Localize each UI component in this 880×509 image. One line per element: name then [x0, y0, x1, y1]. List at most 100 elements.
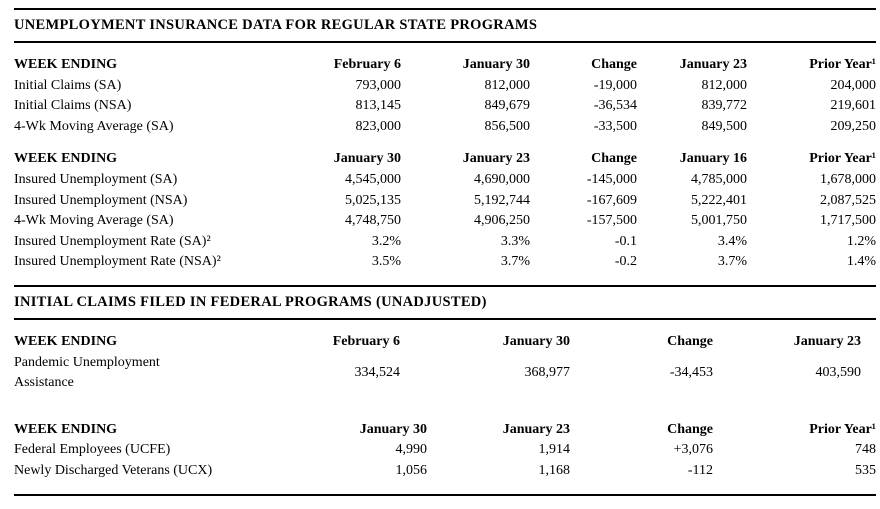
column-header-date: January 30	[359, 421, 427, 437]
data-cell: 334,524	[354, 364, 401, 380]
data-cell: +3,076	[673, 442, 713, 458]
data-cell: 3.7%	[717, 254, 747, 270]
data-cell: 4,785,000	[691, 171, 747, 187]
data-cell: 204,000	[830, 77, 877, 93]
column-header-prior-year: Prior Year¹	[809, 151, 876, 167]
horizontal-rule	[14, 8, 876, 10]
row-label: Pandemic Unemployment Assistance	[14, 354, 160, 391]
data-cell: -0.1	[614, 233, 637, 249]
column-header-date: January 23	[502, 421, 570, 437]
data-cell: -112	[687, 462, 713, 478]
column-header-date: January 30	[333, 151, 401, 167]
data-cell: 1,914	[538, 442, 571, 458]
data-cell: 823,000	[355, 118, 402, 134]
table-row: 4-Wk Moving Average (SA) 823,000 856,500…	[14, 117, 876, 138]
data-cell: 3.7%	[500, 254, 530, 270]
data-cell: 849,500	[701, 118, 748, 134]
data-cell: 849,679	[484, 98, 531, 114]
column-header-date: January 23	[793, 333, 861, 349]
data-cell: 5,192,744	[474, 192, 530, 208]
horizontal-rule	[14, 41, 876, 43]
data-cell: 1.4%	[846, 254, 876, 270]
data-cell: 4,748,750	[345, 213, 401, 229]
header-row: WEEK ENDING January 30 January 23 Change…	[14, 420, 876, 441]
data-cell: 1.2%	[846, 233, 876, 249]
table-federal-employees-veterans: WEEK ENDING January 30 January 23 Change…	[14, 420, 876, 482]
header-row: WEEK ENDING February 6 January 30 Change…	[14, 332, 861, 353]
table-row: Insured Unemployment Rate (NSA)² 3.5% 3.…	[14, 252, 876, 273]
data-cell: 4,906,250	[474, 213, 530, 229]
header-row: WEEK ENDING January 30 January 23 Change…	[14, 149, 876, 170]
data-cell: -34,453	[669, 364, 713, 380]
row-label: Initial Claims (NSA)	[14, 98, 132, 114]
data-cell: -36,534	[593, 98, 637, 114]
data-cell: 368,977	[524, 364, 571, 380]
table-row: 4-Wk Moving Average (SA) 4,748,750 4,906…	[14, 211, 876, 232]
data-cell: 839,772	[701, 98, 748, 114]
table-row: Pandemic Unemployment Assistance 334,524…	[14, 353, 861, 394]
table-row: Insured Unemployment Rate (SA)² 3.2% 3.3…	[14, 232, 876, 253]
data-cell: 403,590	[815, 364, 862, 380]
data-cell: -145,000	[586, 171, 637, 187]
column-header-week-ending: WEEK ENDING	[14, 421, 118, 437]
data-cell: 812,000	[484, 77, 531, 93]
column-header-prior-year: Prior Year¹	[809, 421, 876, 437]
table-row: Initial Claims (SA) 793,000 812,000 -19,…	[14, 76, 876, 97]
row-label: Insured Unemployment Rate (SA)²	[14, 233, 211, 249]
column-header-date: February 6	[332, 333, 400, 349]
table-state-initial-claims: WEEK ENDING February 6 January 30 Change…	[14, 55, 876, 137]
table-row: Insured Unemployment (SA) 4,545,000 4,69…	[14, 170, 876, 191]
data-cell: 4,545,000	[345, 171, 401, 187]
data-cell: 219,601	[830, 98, 877, 114]
data-cell: 1,056	[395, 462, 428, 478]
table-row: Newly Discharged Veterans (UCX) 1,056 1,…	[14, 461, 876, 482]
data-cell: 793,000	[355, 77, 402, 93]
table-federal-pandemic-assistance: WEEK ENDING February 6 January 30 Change…	[14, 332, 861, 394]
row-label: Federal Employees (UCFE)	[14, 442, 171, 458]
column-header-date: January 16	[679, 151, 747, 167]
data-cell: 1,717,500	[820, 213, 876, 229]
row-label: Insured Unemployment Rate (NSA)²	[14, 254, 221, 270]
row-label: Insured Unemployment (NSA)	[14, 192, 188, 208]
data-cell: 5,001,750	[691, 213, 747, 229]
data-cell: -33,500	[593, 118, 637, 134]
row-label: Newly Discharged Veterans (UCX)	[14, 462, 213, 478]
data-cell: 4,990	[395, 442, 428, 458]
data-cell: 3.3%	[500, 233, 530, 249]
data-cell: 1,678,000	[820, 171, 876, 187]
column-header-date: January 30	[502, 333, 570, 349]
data-cell: 535	[855, 462, 876, 478]
data-cell: 813,145	[355, 98, 402, 114]
column-header-change: Change	[591, 151, 637, 167]
data-cell: 4,690,000	[474, 171, 530, 187]
data-cell: 209,250	[830, 118, 877, 134]
data-cell: 748	[855, 442, 876, 458]
horizontal-rule	[14, 493, 876, 496]
table-row: Federal Employees (UCFE) 4,990 1,914 +3,…	[14, 440, 876, 461]
row-label: Insured Unemployment (SA)	[14, 171, 178, 187]
column-header-change: Change	[667, 421, 713, 437]
column-header-prior-year: Prior Year¹	[809, 57, 876, 72]
row-label: 4-Wk Moving Average (SA)	[14, 118, 174, 134]
column-header-week-ending: WEEK ENDING	[14, 151, 118, 167]
data-cell: -0.2	[614, 254, 637, 270]
data-cell: -157,500	[586, 213, 637, 229]
data-cell: -167,609	[586, 192, 637, 208]
data-cell: 3.2%	[371, 233, 401, 249]
row-label: 4-Wk Moving Average (SA)	[14, 213, 174, 229]
data-cell: 856,500	[484, 118, 531, 134]
column-header-week-ending: WEEK ENDING	[14, 57, 118, 72]
section-title-federal-programs: INITIAL CLAIMS FILED IN FEDERAL PROGRAMS…	[14, 293, 487, 310]
data-cell: 1,168	[538, 462, 571, 478]
row-label: Initial Claims (SA)	[14, 77, 122, 93]
section-title-state-programs: UNEMPLOYMENT INSURANCE DATA FOR REGULAR …	[14, 17, 538, 33]
column-header-week-ending: WEEK ENDING	[14, 333, 118, 349]
data-cell: 2,087,525	[820, 192, 876, 208]
table-state-insured-unemployment: WEEK ENDING January 30 January 23 Change…	[14, 149, 876, 273]
column-header-change: Change	[667, 333, 713, 349]
data-cell: 3.5%	[371, 254, 401, 270]
data-cell: 3.4%	[717, 233, 747, 249]
table-row: Insured Unemployment (NSA) 5,025,135 5,1…	[14, 191, 876, 212]
header-row: WEEK ENDING February 6 January 30 Change…	[14, 55, 876, 76]
data-cell: 5,025,135	[345, 192, 401, 208]
